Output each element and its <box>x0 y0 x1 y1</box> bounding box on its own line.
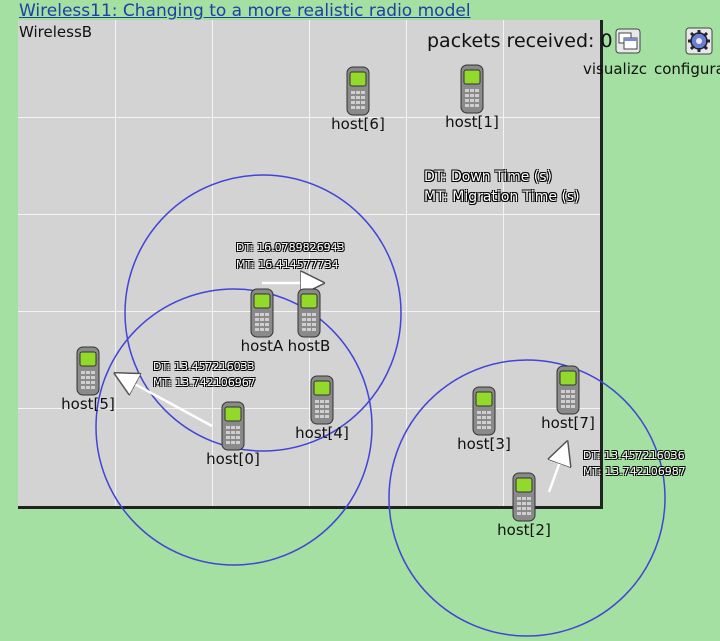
visualizer-label: visualizc <box>583 60 648 78</box>
host-label: host[4] <box>295 424 349 442</box>
annotation-ab-dt: DT: 16.0789826943 <box>236 241 345 254</box>
mobile-phone-icon <box>460 64 484 114</box>
host-label: hostB <box>287 337 331 355</box>
host-0[interactable]: host[0] <box>188 401 278 467</box>
host-5[interactable]: host[5] <box>43 346 133 412</box>
mobile-phone-icon <box>556 365 580 415</box>
mobile-phone-icon <box>297 288 321 338</box>
legend-mt: MT: Migration Time (s) <box>424 189 580 205</box>
host-1[interactable]: host[1] <box>427 64 517 130</box>
grid-line <box>503 20 504 506</box>
annotation-h2-mt: MT: 13.742106987 <box>583 465 686 478</box>
host-label: host[6] <box>331 115 385 133</box>
annotation-h0-dt: DT: 13.457216033 <box>153 360 255 373</box>
host-label: hostA <box>240 337 284 355</box>
gear-icon <box>685 27 713 55</box>
mobile-phone-icon <box>221 401 245 451</box>
windows-icon <box>615 28 641 54</box>
packets-received-counter: packets received: 0 <box>427 30 613 52</box>
host-6[interactable]: host[6] <box>313 66 403 132</box>
mobile-phone-icon <box>512 472 536 522</box>
grid-line <box>18 214 600 215</box>
mobile-phone-icon <box>310 375 334 425</box>
configurator-label: configura <box>654 60 720 78</box>
host-4[interactable]: host[4] <box>277 375 367 441</box>
host-b[interactable]: hostB <box>264 288 354 354</box>
grid-line <box>406 20 407 506</box>
window-title[interactable]: Wireless11: Changing to a more realistic… <box>19 1 471 21</box>
host-label: host[3] <box>457 435 511 453</box>
annotation-h0-mt: MT: 13.742106967 <box>153 376 256 389</box>
host-label: host[7] <box>541 414 595 432</box>
grid-line <box>18 117 600 118</box>
annotation-h2-dt: DT: 13.457216036 <box>583 449 685 462</box>
host-label: host[1] <box>445 113 499 131</box>
mobile-phone-icon <box>472 386 496 436</box>
mobile-phone-icon <box>250 288 274 338</box>
visualizer-icon[interactable] <box>613 26 643 56</box>
host-label: host[0] <box>206 450 260 468</box>
legend-dt: DT: Down Time (s) <box>424 169 553 185</box>
host-a[interactable]: hostA <box>217 288 307 354</box>
host-label: host[2] <box>497 521 551 539</box>
grid-line <box>115 20 116 506</box>
mobile-phone-icon <box>346 66 370 116</box>
host-2[interactable]: host[2] <box>479 472 569 538</box>
host-3[interactable]: host[3] <box>439 386 529 452</box>
mobile-phone-icon <box>76 346 100 396</box>
host-7[interactable]: host[7] <box>523 365 613 431</box>
configurator-icon[interactable] <box>684 26 714 56</box>
host-label: host[5] <box>61 395 115 413</box>
annotation-ab-mt: MT: 16.414577734 <box>236 258 339 271</box>
network-name: WirelessB <box>19 23 93 41</box>
